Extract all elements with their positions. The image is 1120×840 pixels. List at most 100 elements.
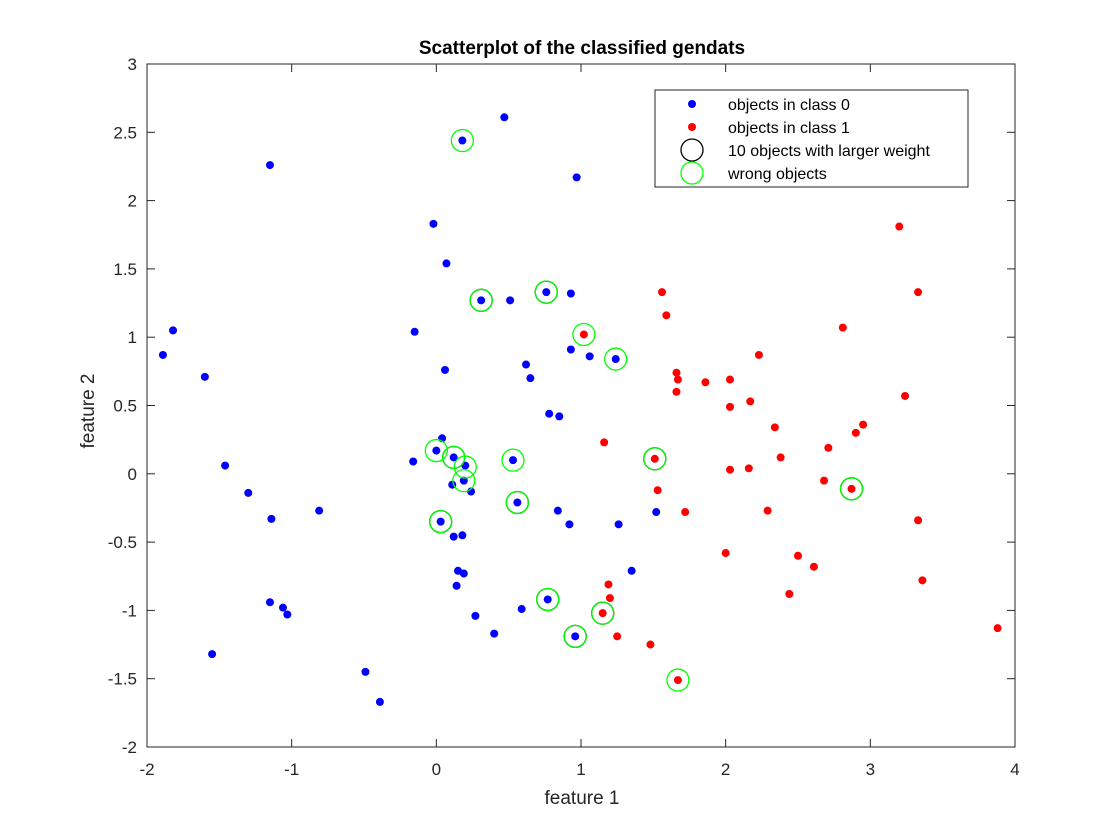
data-point: [429, 219, 438, 228]
series-0: [158, 113, 661, 706]
marker-ring: [563, 624, 587, 649]
data-point: [653, 486, 662, 495]
marker-ring: [501, 448, 525, 472]
y-tick-label: 2: [128, 192, 137, 211]
marker-ring: [424, 438, 448, 463]
data-point: [847, 484, 856, 493]
data-point: [278, 603, 287, 612]
data-point: [441, 365, 450, 374]
data-point: [901, 391, 910, 400]
marker-ring: [839, 477, 864, 501]
data-point: [754, 350, 763, 359]
data-point: [315, 506, 324, 515]
x-axis-label: feature 1: [545, 788, 620, 809]
data-point: [452, 581, 461, 590]
marker-ring: [591, 601, 615, 625]
data-point: [605, 594, 614, 603]
data-point: [672, 368, 681, 377]
data-point: [375, 697, 384, 706]
data-point: [600, 438, 609, 447]
y-tick-label: 3: [128, 55, 137, 74]
legend-marker: [680, 138, 704, 162]
marker-ring: [505, 490, 529, 515]
y-axis-label: feature 2: [78, 374, 99, 449]
data-point: [918, 576, 927, 585]
data-point: [662, 311, 671, 320]
data-point: [506, 296, 515, 305]
data-point: [566, 345, 575, 354]
data-point: [721, 549, 730, 558]
data-point: [555, 412, 564, 421]
data-point: [851, 428, 860, 437]
marker-ring: [534, 280, 558, 304]
data-point: [820, 476, 829, 485]
legend-box: [654, 89, 969, 188]
x-tick-label: 2: [721, 760, 730, 779]
data-point: [726, 375, 735, 384]
data-point: [509, 456, 518, 465]
series-1: [579, 222, 1002, 685]
data-point: [553, 506, 562, 515]
x-tick-label: 1: [576, 760, 585, 779]
x-tick-label: -2: [139, 760, 154, 779]
data-point: [701, 378, 710, 387]
data-point: [859, 420, 868, 429]
legend-entry-label: objects in class 0: [728, 97, 850, 114]
legend-marker: [688, 100, 696, 108]
data-point: [449, 532, 458, 541]
data-point: [763, 506, 772, 515]
marker-ring: [666, 668, 690, 692]
data-point: [809, 562, 818, 571]
data-point: [838, 323, 847, 332]
marker-ring: [604, 347, 628, 371]
data-point: [658, 288, 667, 297]
plot-area: -2 -1 0 1 2 3 4 -2 -1.5 -1 -0.5 0 0.5 1 1.5 2 2.5 3: [108, 55, 1020, 779]
y-tick-label: -0.5: [108, 533, 137, 552]
legend-entry-label: objects in class 1: [728, 120, 850, 137]
chart-title: Scatterplot of the classified gendats: [419, 38, 745, 59]
data-point: [267, 514, 276, 523]
data-point: [572, 173, 581, 182]
data-point: [459, 569, 468, 578]
data-point: [744, 464, 753, 473]
data-point: [673, 375, 682, 384]
data-point: [467, 487, 476, 496]
data-point: [746, 397, 755, 406]
data-point: [646, 640, 655, 649]
marker-ring: [442, 445, 466, 470]
data-point: [265, 598, 274, 607]
data-point: [776, 453, 785, 462]
data-point: [598, 609, 607, 618]
data-point: [604, 580, 613, 589]
data-point: [500, 113, 509, 122]
legend-marker: [680, 161, 704, 185]
data-point: [566, 289, 575, 298]
legend-entry-label: wrong objects: [727, 166, 827, 183]
data-point: [361, 667, 370, 676]
data-point: [169, 326, 178, 335]
data-point: [459, 476, 468, 485]
data-point: [672, 387, 681, 396]
legend-entry-label: 10 objects with larger weight: [728, 143, 930, 160]
marker-ring: [452, 468, 476, 493]
legend: objects in class 0 objects in class 1 10 o…: [654, 89, 969, 188]
y-tick-label: 0.5: [113, 397, 137, 416]
x-tick-label: 4: [1010, 760, 1019, 779]
data-point: [409, 457, 418, 466]
y-tick-label: 2.5: [113, 123, 137, 142]
data-point: [726, 402, 735, 411]
data-point: [726, 465, 735, 474]
data-point: [571, 632, 580, 641]
data-point: [565, 520, 574, 529]
data-point: [585, 352, 594, 361]
y-tick-label: 1.5: [113, 260, 137, 279]
x-tick-label: -1: [284, 760, 299, 779]
series-3: [424, 128, 864, 692]
data-point: [914, 516, 923, 525]
x-tick-label: 3: [866, 760, 875, 779]
y-tick-label: -1: [122, 601, 137, 620]
y-tick-label: -2: [122, 738, 137, 757]
data-point: [785, 590, 794, 599]
data-point: [543, 595, 552, 604]
